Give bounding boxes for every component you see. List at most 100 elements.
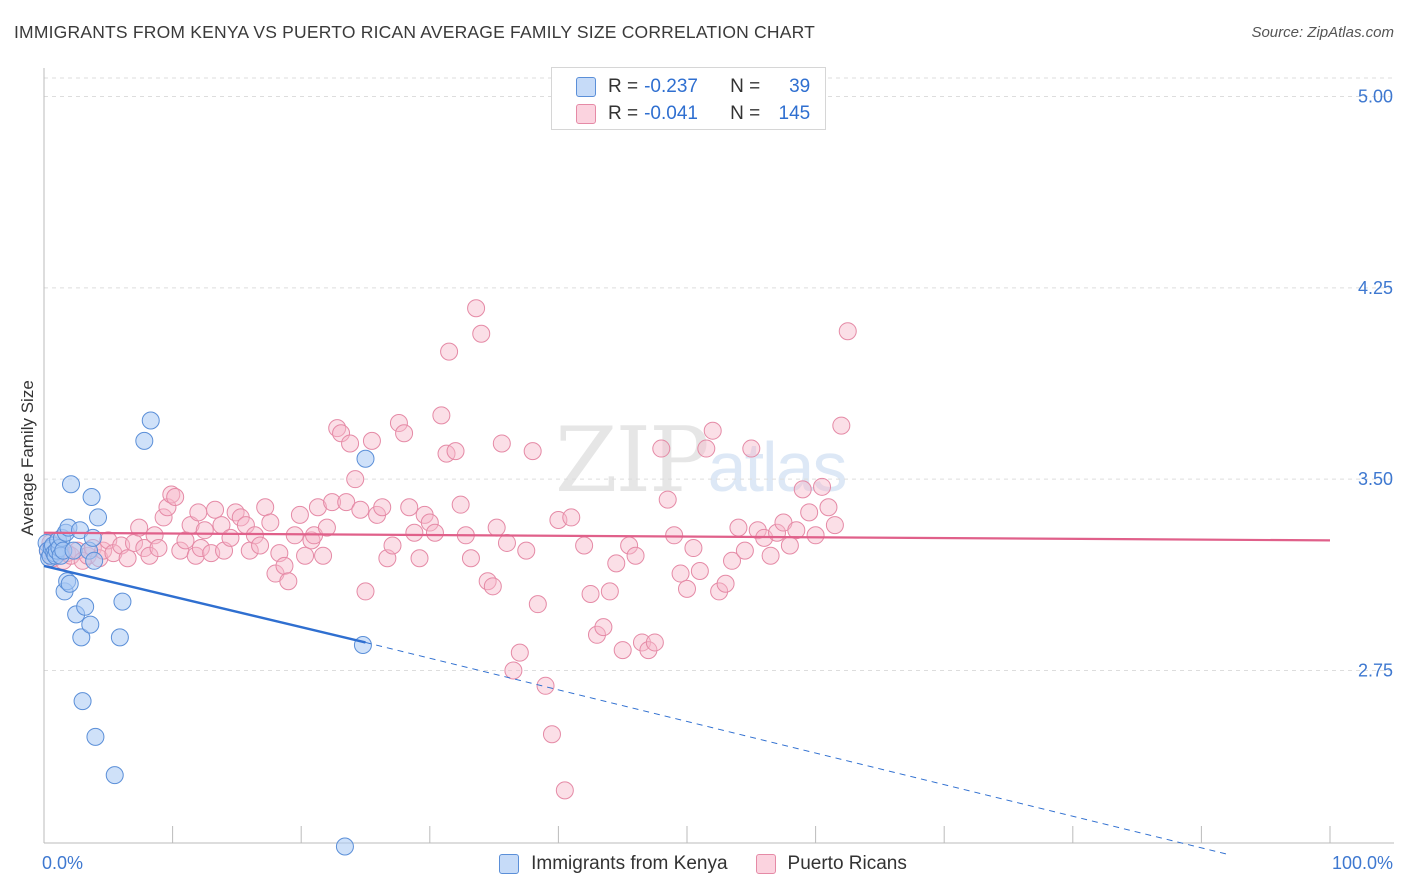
point-puerto-rican <box>581 584 600 603</box>
point-puerto-rican <box>587 625 606 644</box>
point-puerto-rican <box>191 539 210 558</box>
point-puerto-rican <box>832 416 851 435</box>
point-puerto-rican <box>652 439 671 458</box>
point-puerto-rican <box>226 503 245 522</box>
legend-r-label: R = <box>608 103 639 124</box>
point-puerto-rican <box>314 546 333 565</box>
legend-r-label: R = <box>608 76 639 97</box>
point-puerto-rican <box>716 574 735 593</box>
point-puerto-rican <box>420 513 439 532</box>
point-puerto-rican <box>528 595 547 614</box>
legend-item-kenya[interactable]: Immigrants from Kenya <box>499 853 728 875</box>
legend-swatch-kenya <box>499 854 520 874</box>
point-puerto-rican <box>742 439 761 458</box>
point-kenya <box>81 615 100 634</box>
point-kenya <box>110 628 129 647</box>
point-puerto-rican <box>104 544 123 563</box>
trendline-kenya <box>43 564 366 644</box>
point-puerto-rican <box>332 424 351 443</box>
point-puerto-rican <box>373 498 392 517</box>
point-puerto-rican <box>690 562 709 581</box>
legend-item-puerto-rican[interactable]: Puerto Ricans <box>755 853 907 875</box>
point-puerto-rican <box>819 498 838 517</box>
series-legend: Immigrants from Kenya Puerto Ricans <box>0 851 1406 877</box>
point-puerto-rican <box>838 322 857 341</box>
point-puerto-rican <box>575 536 594 555</box>
legend-label-puerto-rican: Puerto Ricans <box>787 853 907 874</box>
legend-swatch-puerto-rican <box>576 104 596 124</box>
point-puerto-rican <box>472 324 491 343</box>
chart-source: Source: ZipAtlas.com <box>1251 24 1394 41</box>
correlation-legend: R = -0.237 N = 39 R = -0.041 N = 145 <box>551 67 826 130</box>
y-tick-label: 2.75 <box>1358 661 1393 681</box>
point-puerto-rican <box>632 633 651 652</box>
point-puerto-rican <box>806 526 825 545</box>
chart-title: IMMIGRANTS FROM KENYA VS PUERTO RICAN AV… <box>14 22 816 42</box>
point-puerto-rican <box>341 434 360 453</box>
legend-swatch-kenya <box>576 77 596 97</box>
point-puerto-rican <box>461 549 480 568</box>
point-puerto-rican <box>684 539 703 558</box>
point-kenya <box>60 574 79 593</box>
point-puerto-rican <box>645 633 664 652</box>
point-puerto-rican <box>825 516 844 535</box>
point-puerto-rican <box>337 493 356 512</box>
watermark-atlas: atlas <box>707 428 848 506</box>
legend-row-puerto-rican: R = -0.041 N = 145 <box>576 102 810 126</box>
point-puerto-rican <box>432 406 451 425</box>
point-puerto-rican <box>251 536 270 555</box>
point-puerto-rican <box>542 725 561 744</box>
point-puerto-rican <box>317 518 336 537</box>
point-puerto-rican <box>613 641 632 660</box>
point-puerto-rican <box>723 551 742 570</box>
point-puerto-rican <box>510 643 529 662</box>
point-kenya <box>64 541 83 560</box>
legend-n-value-puerto-rican: 145 <box>778 103 811 124</box>
point-kenya <box>86 727 105 746</box>
point-kenya <box>356 449 375 468</box>
point-kenya <box>82 488 101 507</box>
point-puerto-rican <box>323 493 342 512</box>
point-puerto-rican <box>492 434 511 453</box>
point-puerto-rican <box>678 579 696 598</box>
point-puerto-rican <box>410 549 429 568</box>
point-puerto-rican <box>351 500 370 519</box>
y-tick-label: 4.25 <box>1358 278 1393 298</box>
point-puerto-rican <box>383 536 402 555</box>
point-puerto-rican <box>483 577 502 596</box>
x-tick-label-min: 0.0% <box>42 853 83 873</box>
point-puerto-rican <box>189 503 208 522</box>
legend-row-kenya: R = -0.237 N = 39 <box>576 75 810 99</box>
point-puerto-rican <box>800 503 819 522</box>
point-puerto-rican <box>671 564 690 583</box>
point-puerto-rican <box>279 572 298 591</box>
point-puerto-rican <box>735 541 754 560</box>
point-puerto-rican <box>787 521 806 540</box>
point-puerto-rican <box>467 299 486 318</box>
point-puerto-rican <box>761 546 780 565</box>
point-puerto-rican <box>166 488 185 507</box>
point-puerto-rican <box>487 518 506 537</box>
point-puerto-rican <box>118 549 137 568</box>
legend-r-value-kenya: -0.237 <box>644 76 698 97</box>
point-puerto-rican <box>780 536 799 555</box>
point-puerto-rican <box>221 528 240 547</box>
point-puerto-rican <box>195 521 214 540</box>
point-puerto-rican <box>793 480 812 499</box>
point-puerto-rican <box>658 490 677 509</box>
point-kenya <box>141 411 160 430</box>
point-kenya <box>62 475 81 494</box>
point-puerto-rican <box>729 518 748 537</box>
point-puerto-rican <box>245 526 264 545</box>
point-kenya <box>73 692 92 711</box>
point-puerto-rican <box>697 439 716 458</box>
x-tick-label-max: 100.0% <box>1332 853 1393 873</box>
point-kenya <box>89 508 108 527</box>
point-puerto-rican <box>356 582 375 601</box>
point-puerto-rican <box>261 513 280 532</box>
point-puerto-rican <box>425 523 444 542</box>
point-puerto-rican <box>504 661 523 680</box>
point-puerto-rican <box>748 521 767 540</box>
y-tick-label: 5.00 <box>1358 87 1393 107</box>
